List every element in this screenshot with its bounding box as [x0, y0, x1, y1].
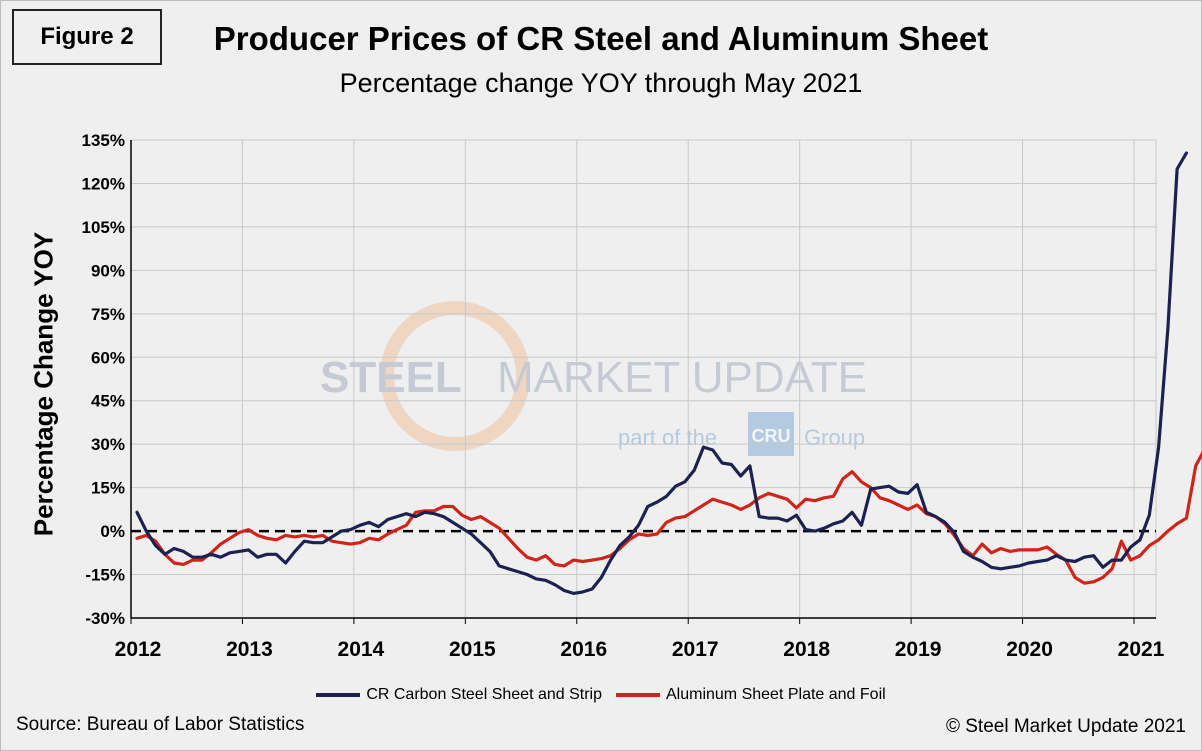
- y-tick-label: -15%: [85, 566, 125, 585]
- y-tick-label: 120%: [82, 174, 125, 193]
- y-tick-label: 105%: [82, 218, 125, 237]
- series-line-aluminum: [135, 450, 1202, 585]
- watermark-group-text: Group: [804, 425, 865, 450]
- y-tick-label: -30%: [85, 609, 125, 628]
- legend: CR Carbon Steel Sheet and Strip Aluminum…: [0, 686, 1202, 704]
- watermark-steel-text: STEEL: [320, 353, 462, 402]
- figure-label: Figure 2: [12, 9, 162, 65]
- watermark: STEEL MARKET UPDATE part of the CRU Grou…: [320, 301, 867, 456]
- watermark-cru-text: CRU: [752, 426, 791, 446]
- x-tick-label: 2021: [1118, 638, 1165, 661]
- y-tick-label: 0%: [100, 522, 125, 541]
- x-tick-label: 2019: [895, 638, 942, 661]
- x-tick-label: 2015: [449, 638, 496, 661]
- y-tick-label: 45%: [91, 392, 125, 411]
- axes: -30% -15% 0% 15% 30% 45% 60% 75% 90% 105% 120% 135%…: [82, 131, 1165, 661]
- series-line-steel: [135, 151, 1189, 596]
- legend-swatch-aluminum: [616, 693, 660, 697]
- legend-swatch-steel: [316, 693, 361, 697]
- x-tick-label: 2013: [226, 638, 273, 661]
- source-note: Source: Bureau of Labor Statistics: [16, 714, 305, 735]
- legend-item-steel: CR Carbon Steel Sheet and Strip: [316, 686, 602, 704]
- x-tick-label: 2016: [560, 638, 607, 661]
- x-tick-label: 2020: [1006, 638, 1053, 661]
- y-tick-label: 15%: [91, 479, 125, 498]
- chart-subtitle: Percentage change YOY through May 2021: [339, 68, 863, 98]
- watermark-market-update-text: MARKET UPDATE: [497, 353, 867, 402]
- y-tick-label: 30%: [91, 435, 125, 454]
- legend-item-aluminum: Aluminum Sheet Plate and Foil: [616, 686, 886, 704]
- legend-label-steel: CR Carbon Steel Sheet and Strip: [366, 686, 602, 703]
- x-tick-label: 2014: [338, 638, 385, 661]
- y-tick-label: 90%: [91, 261, 125, 280]
- x-tick-label: 2017: [672, 638, 719, 661]
- chart-title: Producer Prices of CR Steel and Aluminum…: [213, 20, 989, 57]
- watermark-part-of-text: part of the: [618, 425, 717, 450]
- y-tick-label: 75%: [91, 305, 125, 324]
- y-axis-label: Percentage Change YOY: [28, 231, 59, 537]
- series-lines: [135, 151, 1202, 596]
- y-tick-label: 135%: [82, 131, 125, 150]
- y-tick-label: 60%: [91, 348, 125, 367]
- legend-label-aluminum: Aluminum Sheet Plate and Foil: [666, 686, 886, 703]
- x-tick-label: 2018: [783, 638, 830, 661]
- x-tick-label: 2012: [115, 638, 162, 661]
- watermark-cru-logo: [748, 412, 794, 456]
- copyright-note: © Steel Market Update 2021: [945, 716, 1186, 737]
